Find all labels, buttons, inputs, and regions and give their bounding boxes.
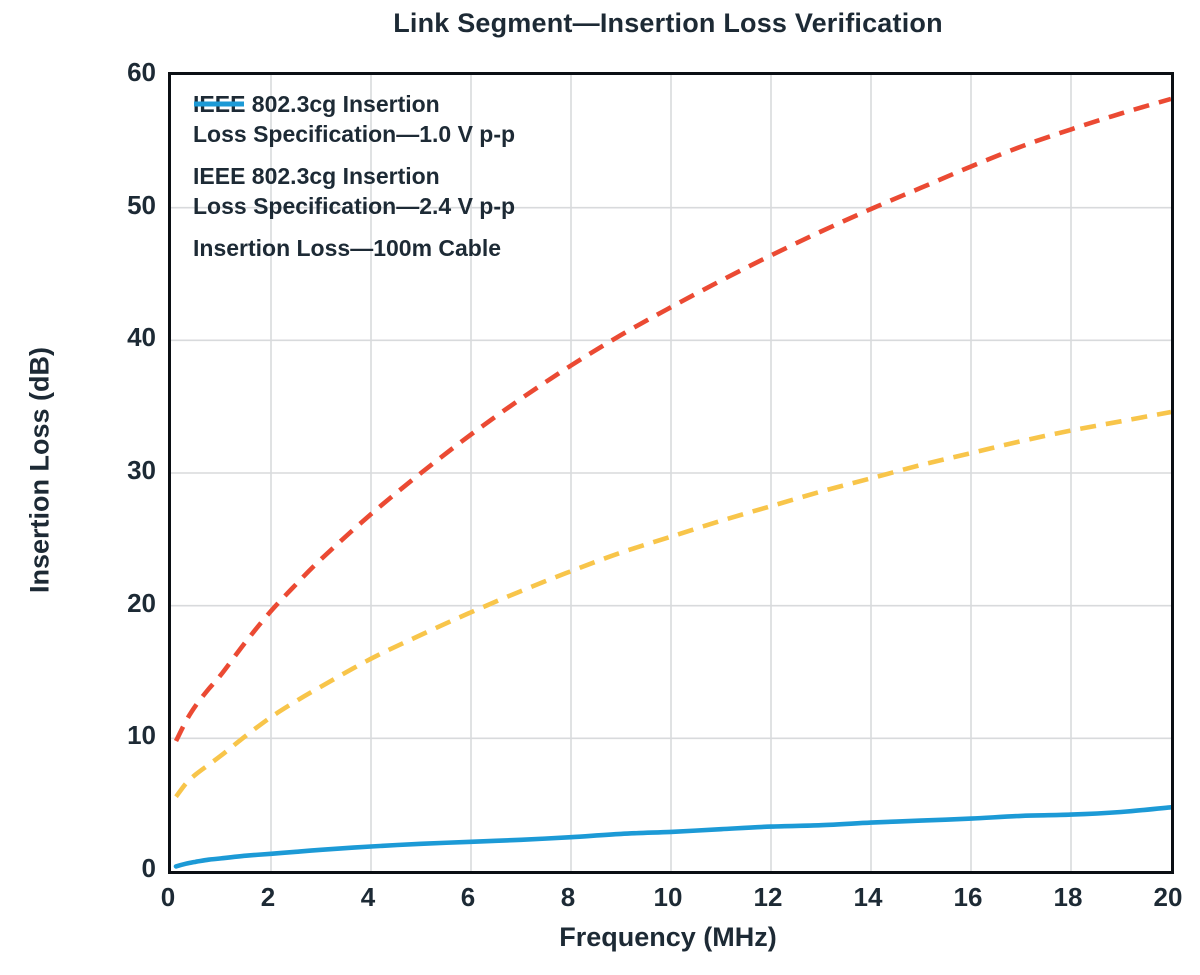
plot-area: IEEE 802.3cg Insertion Loss Specification…	[168, 72, 1174, 874]
y-tick-label: 60	[127, 57, 156, 87]
legend-label: IEEE 802.3cg Insertion Loss Specification…	[193, 89, 515, 149]
y-tick-label: 10	[127, 720, 156, 751]
legend-swatch-solid-line-icon	[194, 101, 244, 107]
x-tick-label: 6	[460, 882, 476, 912]
legend-item: Insertion Loss—100m Cable	[193, 101, 515, 263]
y-tick-label: 50	[127, 189, 156, 220]
legend-label-line: Loss Specification—1.0 V p-p	[193, 121, 516, 147]
y-tick-label: 40	[127, 322, 156, 353]
x-tick-label: 20	[1153, 882, 1183, 912]
legend-item: IEEE 802.3cg Insertion Loss Specification…	[193, 101, 515, 221]
x-tick-label: 18	[1053, 882, 1083, 912]
x-tick-label: 12	[753, 882, 783, 912]
x-tick-label: 4	[360, 882, 376, 912]
x-tick-label: 8	[560, 882, 576, 912]
series-line-0	[174, 409, 1171, 799]
chart-title: Link Segment—Insertion Loss Verification	[393, 8, 943, 38]
y-tick-label: 20	[127, 587, 156, 618]
x-tick-label: 16	[953, 882, 983, 912]
x-axis-label: Frequency (MHz)	[559, 922, 777, 952]
x-tick-label: 2	[260, 882, 276, 912]
y-tick-label: 30	[127, 455, 156, 485]
x-tick-label: 14	[853, 882, 883, 912]
y-axis-label: Insertion Loss (dB)	[24, 346, 55, 594]
legend-label: Insertion Loss—100m Cable	[193, 233, 501, 263]
legend-label-line: IEEE 802.3cg Insertion	[193, 163, 440, 189]
x-tick-label: 0	[160, 882, 176, 912]
legend-label-line: Loss Specification—2.4 V p-p	[193, 193, 516, 219]
legend: IEEE 802.3cg Insertion Loss Specification…	[193, 89, 515, 275]
series-line-1	[173, 96, 1171, 743]
plot-canvas	[171, 75, 1171, 871]
legend-item: IEEE 802.3cg Insertion Loss Specification…	[193, 89, 515, 149]
y-tick-label: 0	[141, 853, 156, 883]
series-line-2	[173, 805, 1171, 869]
legend-label: IEEE 802.3cg Insertion Loss Specification…	[193, 161, 515, 221]
legend-label-line: Insertion Loss—100m Cable	[193, 235, 502, 261]
x-tick-label: 10	[653, 882, 683, 912]
